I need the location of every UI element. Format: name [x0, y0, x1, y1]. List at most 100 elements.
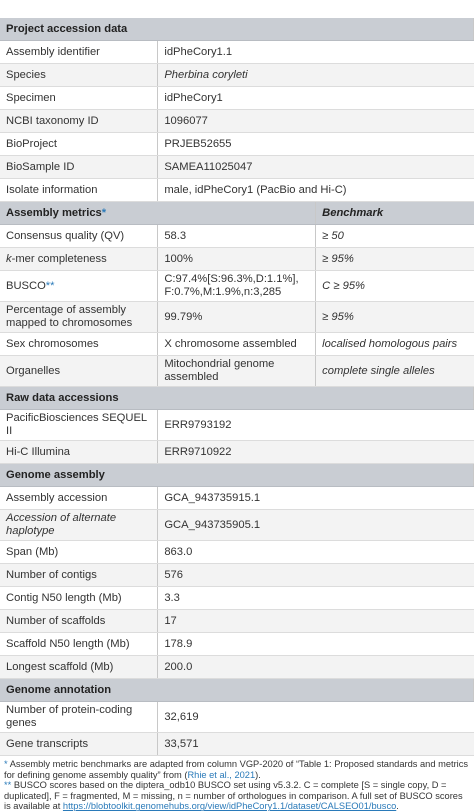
row-label: Sex chromosomes: [0, 332, 159, 356]
row-value: idPheCory1.1: [157, 40, 474, 64]
benchmark-value: ≥ 50: [315, 224, 474, 248]
table-row: BioProject PRJEB52655: [0, 132, 474, 156]
row-value: GCA_943735915.1: [157, 486, 474, 510]
section-title: Genome annotation: [0, 678, 474, 702]
row-value: 200.0: [157, 655, 474, 679]
table-row: Gene transcripts 33,571: [0, 732, 474, 756]
table-row: Isolate information male, idPheCory1 (Pac…: [0, 178, 474, 202]
table-row: BUSCO** C:97.4%[S:96.3%,D:1.1%], F:0.7%,M…: [0, 270, 474, 302]
row-label: NCBI taxonomy ID: [0, 109, 159, 133]
section-header: Project accession data: [0, 18, 474, 41]
row-value: PRJEB52655: [157, 132, 474, 156]
footnote-link[interactable]: https://blobtoolkit.genomehubs.org/view/…: [62, 801, 397, 812]
row-label: Number of contigs: [0, 563, 159, 587]
footnote-text: .: [396, 801, 399, 812]
table-row: Assembly identifier idPheCory1.1: [0, 40, 474, 64]
row-label: Gene transcripts: [0, 732, 159, 756]
section-header: Raw data accessions: [0, 386, 474, 410]
table-row: Specimen idPheCory1: [0, 86, 474, 110]
row-value: Mitochondrial genome assembled: [157, 355, 317, 387]
table-row: Percentage of assembly mapped to chromos…: [0, 301, 474, 333]
row-label: Specimen: [0, 86, 159, 110]
row-value: 99.79%: [157, 301, 317, 333]
row-label: Accession of alternate haplotype: [0, 509, 159, 541]
page: {"sections": [ {"title": "Project access…: [0, 18, 474, 812]
footnotes: * Assembly metric benchmarks are adapted…: [0, 756, 474, 812]
row-value: Pherbina coryleti: [157, 63, 474, 87]
benchmark-value: C ≥ 95%: [315, 270, 474, 302]
row-label: Percentage of assembly mapped to chromos…: [0, 301, 159, 333]
row-value: 58.3: [157, 224, 317, 248]
table-row: Number of scaffolds 17: [0, 609, 474, 633]
row-value: 576: [157, 563, 474, 587]
section-header: Assembly metrics* Benchmark: [0, 201, 474, 225]
row-value: 863.0: [157, 540, 474, 564]
text-fragment: Assembly metrics: [6, 206, 102, 219]
row-label: Longest scaffold (Mb): [0, 655, 159, 679]
table-row: Organelles Mitochondrial genome assembled…: [0, 355, 474, 387]
row-value: GCA_943735905.1: [157, 509, 474, 541]
row-value: 32,619: [157, 701, 474, 733]
row-value: SAMEA11025047: [157, 155, 474, 179]
row-label: BioSample ID: [0, 155, 159, 179]
footnote-link[interactable]: Rhie et al., 2021: [187, 769, 256, 780]
table-row: Hi-C Illumina ERR9710922: [0, 440, 474, 464]
benchmark-value: localised homologous pairs: [315, 332, 474, 356]
data-table: Project accession data Assembly identifie…: [0, 18, 474, 756]
table-row: Scaffold N50 length (Mb) 178.9: [0, 632, 474, 656]
text-fragment: *: [101, 206, 107, 219]
table-row: Consensus quality (QV) 58.3 ≥ 50: [0, 224, 474, 248]
row-label: Hi-C Illumina: [0, 440, 159, 464]
table-row: Sex chromosomes X chromosome assembled loc…: [0, 332, 474, 356]
row-label: Contig N50 length (Mb): [0, 586, 159, 610]
row-value: 178.9: [157, 632, 474, 656]
row-label: Organelles: [0, 355, 159, 387]
section-header: Genome annotation: [0, 678, 474, 702]
section-title: Genome assembly: [0, 463, 474, 487]
row-label: Consensus quality (QV): [0, 224, 159, 248]
column-header: Benchmark: [315, 201, 474, 225]
row-label: Species: [0, 63, 159, 87]
table-row: Assembly accession GCA_943735915.1: [0, 486, 474, 510]
table-row: Species Pherbina coryleti: [0, 63, 474, 87]
section-title: Raw data accessions: [0, 386, 474, 410]
section-title: Assembly metrics*: [0, 201, 317, 225]
row-label: BUSCO**: [0, 270, 159, 302]
row-value: 17: [157, 609, 474, 633]
row-value: ERR9793192: [157, 409, 474, 441]
row-label: Span (Mb): [0, 540, 159, 564]
benchmark-value: ≥ 95%: [315, 247, 474, 271]
row-label: BioProject: [0, 132, 159, 156]
table-row: PacificBiosciences SEQUEL II ERR9793192: [0, 409, 474, 441]
footnote-text: ).: [255, 769, 261, 780]
benchmark-value: complete single alleles: [315, 355, 474, 387]
row-value: idPheCory1: [157, 86, 474, 110]
row-value: 33,571: [157, 732, 474, 756]
row-value: C:97.4%[S:96.3%,D:1.1%], F:0.7%,M:1.9%,n…: [157, 270, 317, 302]
text-fragment: k: [6, 252, 12, 265]
text-fragment: BUSCO: [6, 279, 46, 292]
text-fragment: -mer completeness: [11, 252, 107, 265]
table-row: Contig N50 length (Mb) 3.3: [0, 586, 474, 610]
row-label: PacificBiosciences SEQUEL II: [0, 409, 159, 441]
row-label: Number of scaffolds: [0, 609, 159, 633]
section-title: Project accession data: [0, 18, 474, 41]
text-fragment: **: [45, 279, 55, 292]
table-row: Longest scaffold (Mb) 200.0: [0, 655, 474, 679]
row-label: Assembly identifier: [0, 40, 159, 64]
table-row: Span (Mb) 863.0: [0, 540, 474, 564]
row-value: 3.3: [157, 586, 474, 610]
row-label: Assembly accession: [0, 486, 159, 510]
footnote: ** BUSCO scores based on the diptera_odb…: [4, 780, 470, 812]
section-header: Genome assembly: [0, 463, 474, 487]
row-label: k-mer completeness: [0, 247, 159, 271]
row-value: X chromosome assembled: [157, 332, 317, 356]
row-value: male, idPheCory1 (PacBio and Hi-C): [157, 178, 474, 202]
table-row: Number of contigs 576: [0, 563, 474, 587]
table-row: BioSample ID SAMEA11025047: [0, 155, 474, 179]
table-row: Number of protein-coding genes 32,619: [0, 701, 474, 733]
row-value: 1096077: [157, 109, 474, 133]
table-row: NCBI taxonomy ID 1096077: [0, 109, 474, 133]
row-value: 100%: [157, 247, 317, 271]
row-label: Number of protein-coding genes: [0, 701, 159, 733]
